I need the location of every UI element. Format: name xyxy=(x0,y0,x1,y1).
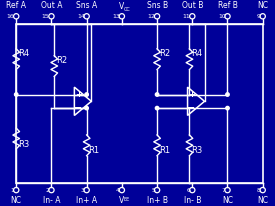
Text: NC: NC xyxy=(11,196,22,205)
Text: R1: R1 xyxy=(89,146,100,156)
Bar xyxy=(16,24,263,183)
Text: −: − xyxy=(187,103,196,113)
Text: Out A: Out A xyxy=(41,1,62,10)
Text: V: V xyxy=(119,196,125,205)
Text: 3: 3 xyxy=(81,188,85,193)
Text: NC: NC xyxy=(257,196,268,205)
Text: R1: R1 xyxy=(159,146,170,156)
Text: 4: 4 xyxy=(116,188,120,193)
Text: +: + xyxy=(188,90,195,99)
Text: Out B: Out B xyxy=(182,1,203,10)
Text: R3: R3 xyxy=(191,146,203,156)
Text: In+ A: In+ A xyxy=(76,196,97,205)
Text: 14: 14 xyxy=(77,14,85,19)
Circle shape xyxy=(85,93,88,96)
Text: Ref B: Ref B xyxy=(218,1,237,10)
Text: 1: 1 xyxy=(10,188,14,193)
Text: R3: R3 xyxy=(18,140,29,149)
Text: 5: 5 xyxy=(151,188,155,193)
Text: 2: 2 xyxy=(46,188,50,193)
Text: −: − xyxy=(74,103,82,113)
Circle shape xyxy=(85,107,88,110)
Text: 13: 13 xyxy=(112,14,120,19)
Circle shape xyxy=(15,93,18,96)
Text: 7: 7 xyxy=(222,188,225,193)
Text: 12: 12 xyxy=(147,14,155,19)
Circle shape xyxy=(155,93,159,96)
Circle shape xyxy=(226,107,229,110)
Circle shape xyxy=(155,107,159,110)
Text: R4: R4 xyxy=(18,49,29,58)
Text: 10: 10 xyxy=(218,14,226,19)
Text: R4: R4 xyxy=(191,49,202,58)
Text: +: + xyxy=(75,90,82,99)
Text: 11: 11 xyxy=(183,14,190,19)
Text: 8: 8 xyxy=(257,188,261,193)
Text: NC: NC xyxy=(257,1,268,10)
Text: R2: R2 xyxy=(159,49,170,58)
Text: In- B: In- B xyxy=(184,196,201,205)
Text: 16: 16 xyxy=(7,14,14,19)
Text: V: V xyxy=(119,2,125,11)
Text: 6: 6 xyxy=(186,188,190,193)
Circle shape xyxy=(226,93,229,96)
Text: 9: 9 xyxy=(257,14,261,19)
Text: EE: EE xyxy=(124,197,130,202)
Text: NC: NC xyxy=(222,196,233,205)
Text: R2: R2 xyxy=(56,56,67,65)
Text: 15: 15 xyxy=(42,14,50,19)
Text: In- A: In- A xyxy=(43,196,60,205)
Text: Sns B: Sns B xyxy=(147,1,168,10)
Text: In+ B: In+ B xyxy=(147,196,167,205)
Text: Ref A: Ref A xyxy=(6,1,26,10)
Text: CC: CC xyxy=(124,7,131,12)
Text: Sns A: Sns A xyxy=(76,1,97,10)
